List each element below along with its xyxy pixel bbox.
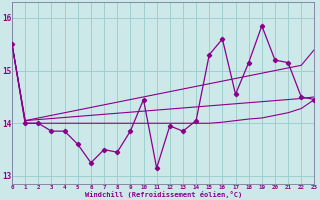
X-axis label: Windchill (Refroidissement éolien,°C): Windchill (Refroidissement éolien,°C) bbox=[84, 191, 242, 198]
